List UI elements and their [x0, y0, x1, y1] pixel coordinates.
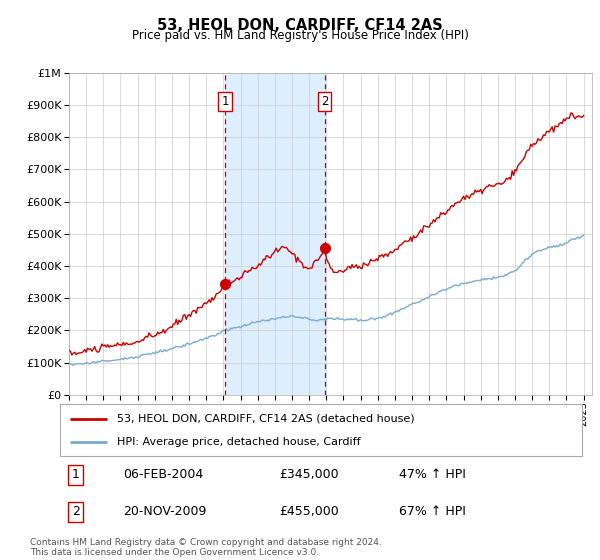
Text: 06-FEB-2004: 06-FEB-2004 — [122, 468, 203, 481]
Text: Price paid vs. HM Land Registry's House Price Index (HPI): Price paid vs. HM Land Registry's House … — [131, 29, 469, 42]
Text: 1: 1 — [221, 95, 229, 108]
Text: Contains HM Land Registry data © Crown copyright and database right 2024.
This d: Contains HM Land Registry data © Crown c… — [30, 538, 382, 557]
Text: 20-NOV-2009: 20-NOV-2009 — [122, 505, 206, 518]
Text: 1: 1 — [72, 468, 80, 481]
Bar — [225, 73, 325, 395]
Text: 47% ↑ HPI: 47% ↑ HPI — [400, 468, 466, 481]
Text: 53, HEOL DON, CARDIFF, CF14 2AS (detached house): 53, HEOL DON, CARDIFF, CF14 2AS (detache… — [118, 414, 415, 424]
Text: 53, HEOL DON, CARDIFF, CF14 2AS: 53, HEOL DON, CARDIFF, CF14 2AS — [157, 18, 443, 33]
Text: £345,000: £345,000 — [279, 468, 339, 481]
Text: HPI: Average price, detached house, Cardiff: HPI: Average price, detached house, Card… — [118, 437, 361, 447]
Text: £455,000: £455,000 — [279, 505, 339, 518]
Text: 67% ↑ HPI: 67% ↑ HPI — [400, 505, 466, 518]
Text: 2: 2 — [321, 95, 328, 108]
Text: 2: 2 — [72, 505, 80, 518]
